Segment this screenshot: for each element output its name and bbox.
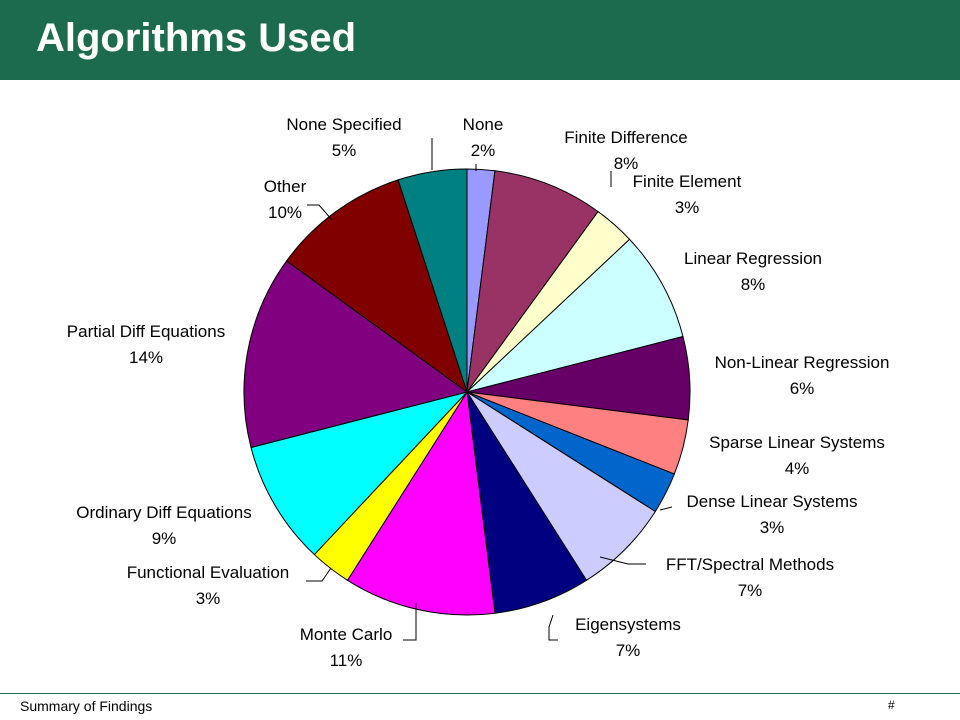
- slide-title: Algorithms Used: [36, 16, 357, 60]
- slice-label-dense-linear-systems: Dense Linear Systems: [686, 492, 857, 511]
- slice-label-partial-diff-equations: Partial Diff Equations: [67, 322, 225, 341]
- slice-percent-fft-spectral-methods: 7%: [738, 581, 763, 600]
- pie-slice-linear-regression: [466, 238, 684, 393]
- slice-label-monte-carlo: Monte Carlo: [300, 625, 393, 644]
- slice-label-functional-evaluation: Functional Evaluation: [127, 563, 290, 582]
- slice-percent-monte-carlo: 11%: [330, 651, 363, 670]
- slice-percent-finite-difference: 8%: [614, 154, 639, 173]
- pie-slice-partial-diff-equations: [243, 260, 469, 449]
- leader-line: [548, 614, 558, 641]
- slice-percent-ordinary-diff-equations: 9%: [152, 529, 177, 548]
- title-bar: Algorithms Used: [0, 0, 960, 80]
- leader-line: [403, 603, 417, 641]
- pie-slice-monte-carlo: [346, 390, 496, 616]
- leader-line: [659, 506, 673, 511]
- slice-percent-partial-diff-equations: 14%: [129, 348, 163, 367]
- slice-label-none: None: [463, 115, 504, 134]
- slice-percent-none: 2%: [471, 141, 496, 160]
- footer-divider: [0, 693, 960, 694]
- slice-label-sparse-linear-systems: Sparse Linear Systems: [709, 433, 885, 452]
- slice-percent-dense-linear-systems: 3%: [760, 518, 785, 537]
- slice-label-fft-spectral-methods: FFT/Spectral Methods: [666, 555, 834, 574]
- pie-slice-none-specified: [397, 168, 468, 393]
- slice-label-non-linear-regression: Non-Linear Regression: [715, 353, 890, 372]
- leader-line: [306, 567, 332, 582]
- slice-label-finite-difference: Finite Difference: [564, 128, 687, 147]
- leader-line: [599, 556, 646, 565]
- slice-percent-eigensystems: 7%: [616, 641, 641, 660]
- slice-percent-none-specified: 5%: [332, 141, 357, 160]
- slice-label-linear-regression: Linear Regression: [684, 249, 822, 268]
- slice-percent-linear-regression: 8%: [741, 275, 766, 294]
- slice-label-ordinary-diff-equations: Ordinary Diff Equations: [76, 503, 251, 522]
- slice-label-other: Other: [264, 177, 307, 196]
- pie-slice-other: [285, 179, 468, 394]
- slice-label-finite-element: Finite Element: [633, 172, 742, 191]
- pie-slice-finite-difference: [466, 170, 599, 393]
- slice-label-none-specified: None Specified: [286, 115, 401, 134]
- slice-percent-non-linear-regression: 6%: [790, 379, 815, 398]
- slice-percent-functional-evaluation: 3%: [196, 589, 221, 608]
- slice-percent-other: 10%: [268, 203, 302, 222]
- pie-slice-ordinary-diff-equations: [250, 391, 469, 556]
- slice-percent-sparse-linear-systems: 4%: [785, 459, 810, 478]
- page-number: #: [888, 698, 895, 712]
- leader-line: [307, 204, 333, 221]
- footer-text: Summary of Findings: [20, 698, 153, 714]
- slice-percent-finite-element: 3%: [675, 198, 700, 217]
- slice-label-eigensystems: Eigensystems: [575, 615, 681, 634]
